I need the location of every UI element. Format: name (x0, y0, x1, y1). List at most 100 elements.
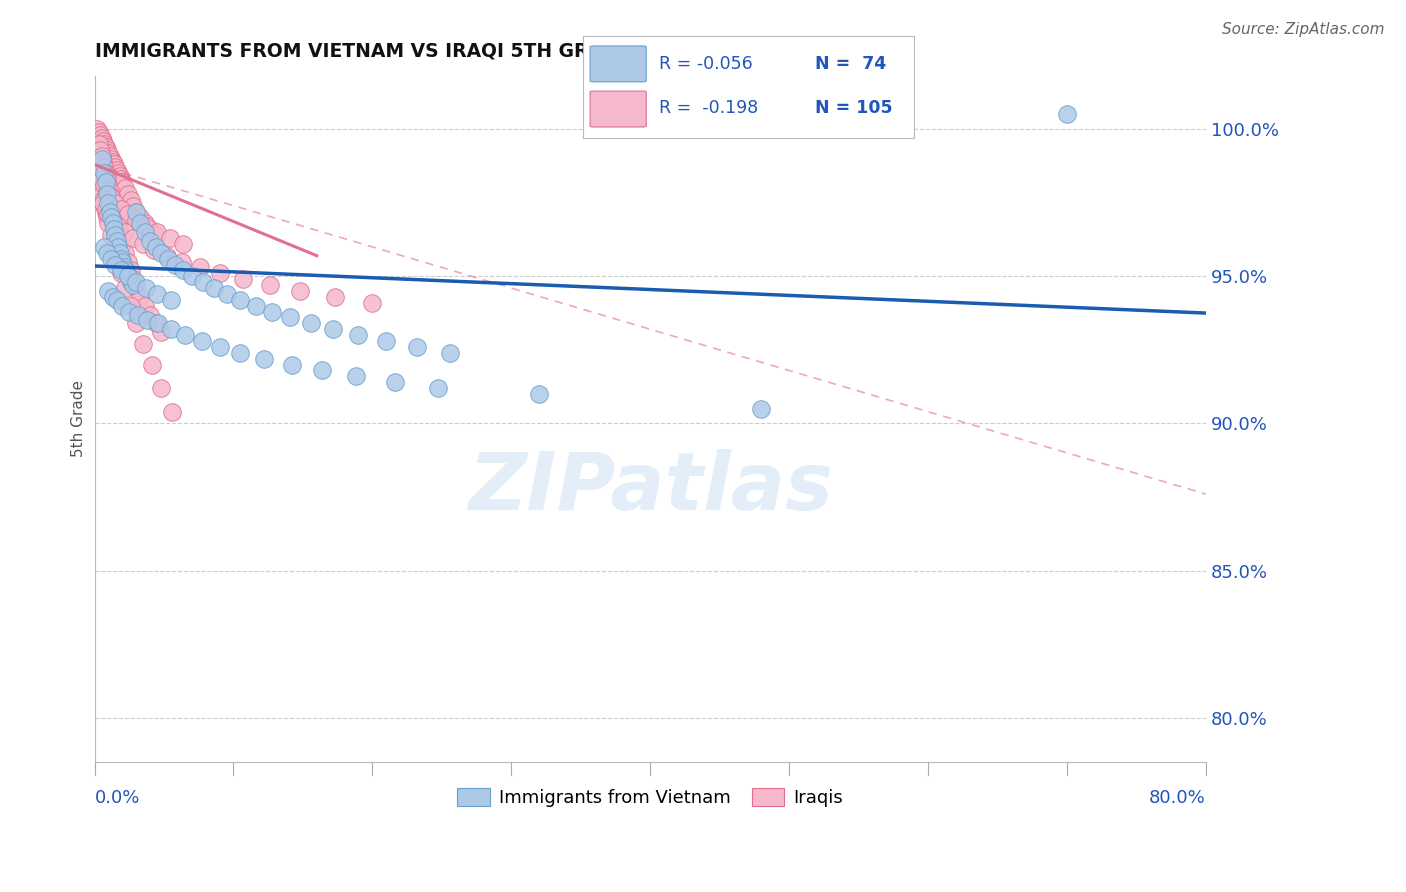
Point (361, 295, 384, 310)
Point (146, 225, 169, 239)
Point (232, 272, 254, 286)
Point (90, 152, 112, 166)
Point (180, 269, 202, 284)
Point (93, 166, 115, 180)
Point (90, 186, 112, 201)
Point (125, 204, 148, 219)
Point (91, 193, 114, 207)
Point (105, 163, 128, 178)
Point (132, 236, 155, 251)
Point (97, 145, 120, 160)
Point (135, 281, 157, 295)
Point (111, 175, 134, 189)
Point (141, 358, 163, 372)
Text: N = 105: N = 105 (815, 99, 893, 117)
Point (145, 317, 167, 331)
Point (125, 275, 148, 289)
Point (97, 178, 120, 192)
Point (208, 340, 231, 354)
Point (93, 136, 115, 151)
Point (120, 299, 142, 313)
Point (94, 140, 117, 154)
Y-axis label: 5th Grade: 5th Grade (72, 381, 86, 458)
Point (120, 193, 142, 207)
Point (215, 287, 238, 301)
Point (117, 269, 139, 284)
Point (125, 213, 148, 227)
Point (89, 181, 111, 195)
Point (749, 401, 772, 416)
Text: R =  -0.198: R = -0.198 (659, 99, 759, 117)
Point (89, 143, 111, 157)
Point (157, 252, 180, 266)
Point (281, 358, 304, 372)
Point (160, 322, 183, 336)
Point (208, 266, 231, 280)
Point (122, 272, 145, 286)
Point (98, 184, 121, 198)
Point (143, 243, 166, 257)
Point (129, 216, 152, 230)
Point (134, 299, 156, 313)
Point (105, 213, 128, 227)
Legend: Immigrants from Vietnam, Iraqis: Immigrants from Vietnam, Iraqis (450, 781, 851, 814)
Point (202, 281, 225, 295)
Point (110, 172, 132, 186)
Point (114, 225, 136, 239)
Point (1056, 107, 1078, 121)
Point (150, 245, 173, 260)
Text: ZIPatlas: ZIPatlas (468, 449, 832, 526)
Point (527, 387, 550, 401)
Point (117, 207, 139, 221)
Point (344, 369, 367, 384)
Point (375, 334, 398, 348)
Point (114, 281, 136, 295)
Point (117, 269, 139, 284)
Point (90, 148, 112, 162)
Point (97, 284, 120, 298)
Text: N =  74: N = 74 (815, 55, 886, 73)
Point (280, 310, 302, 325)
Point (122, 199, 145, 213)
Point (111, 236, 134, 251)
Point (118, 304, 141, 318)
Point (103, 222, 125, 236)
Point (262, 304, 284, 318)
Point (146, 287, 169, 301)
Point (93, 240, 115, 254)
Point (94, 175, 117, 189)
Point (170, 254, 193, 268)
Point (97, 207, 120, 221)
Point (139, 308, 162, 322)
Point (134, 216, 156, 230)
Point (134, 225, 156, 239)
Point (173, 328, 195, 343)
Point (120, 263, 142, 277)
Point (100, 228, 122, 243)
Point (105, 234, 128, 248)
Point (160, 293, 183, 307)
Point (145, 228, 167, 243)
Text: Source: ZipAtlas.com: Source: ZipAtlas.com (1222, 22, 1385, 37)
Point (91, 195, 114, 210)
Point (150, 381, 173, 395)
Point (90, 131, 112, 145)
Point (108, 245, 131, 260)
Point (97, 216, 120, 230)
Point (156, 249, 179, 263)
Point (117, 254, 139, 268)
Point (101, 290, 124, 304)
Point (347, 328, 370, 343)
Point (162, 404, 184, 418)
Point (112, 260, 135, 275)
Point (125, 317, 148, 331)
Point (100, 190, 122, 204)
Text: 0.0%: 0.0% (94, 789, 141, 807)
Point (188, 260, 211, 275)
Point (107, 219, 129, 234)
Point (87, 136, 110, 151)
Point (135, 219, 157, 234)
Point (96, 245, 118, 260)
Point (93, 178, 115, 192)
Point (96, 211, 118, 225)
